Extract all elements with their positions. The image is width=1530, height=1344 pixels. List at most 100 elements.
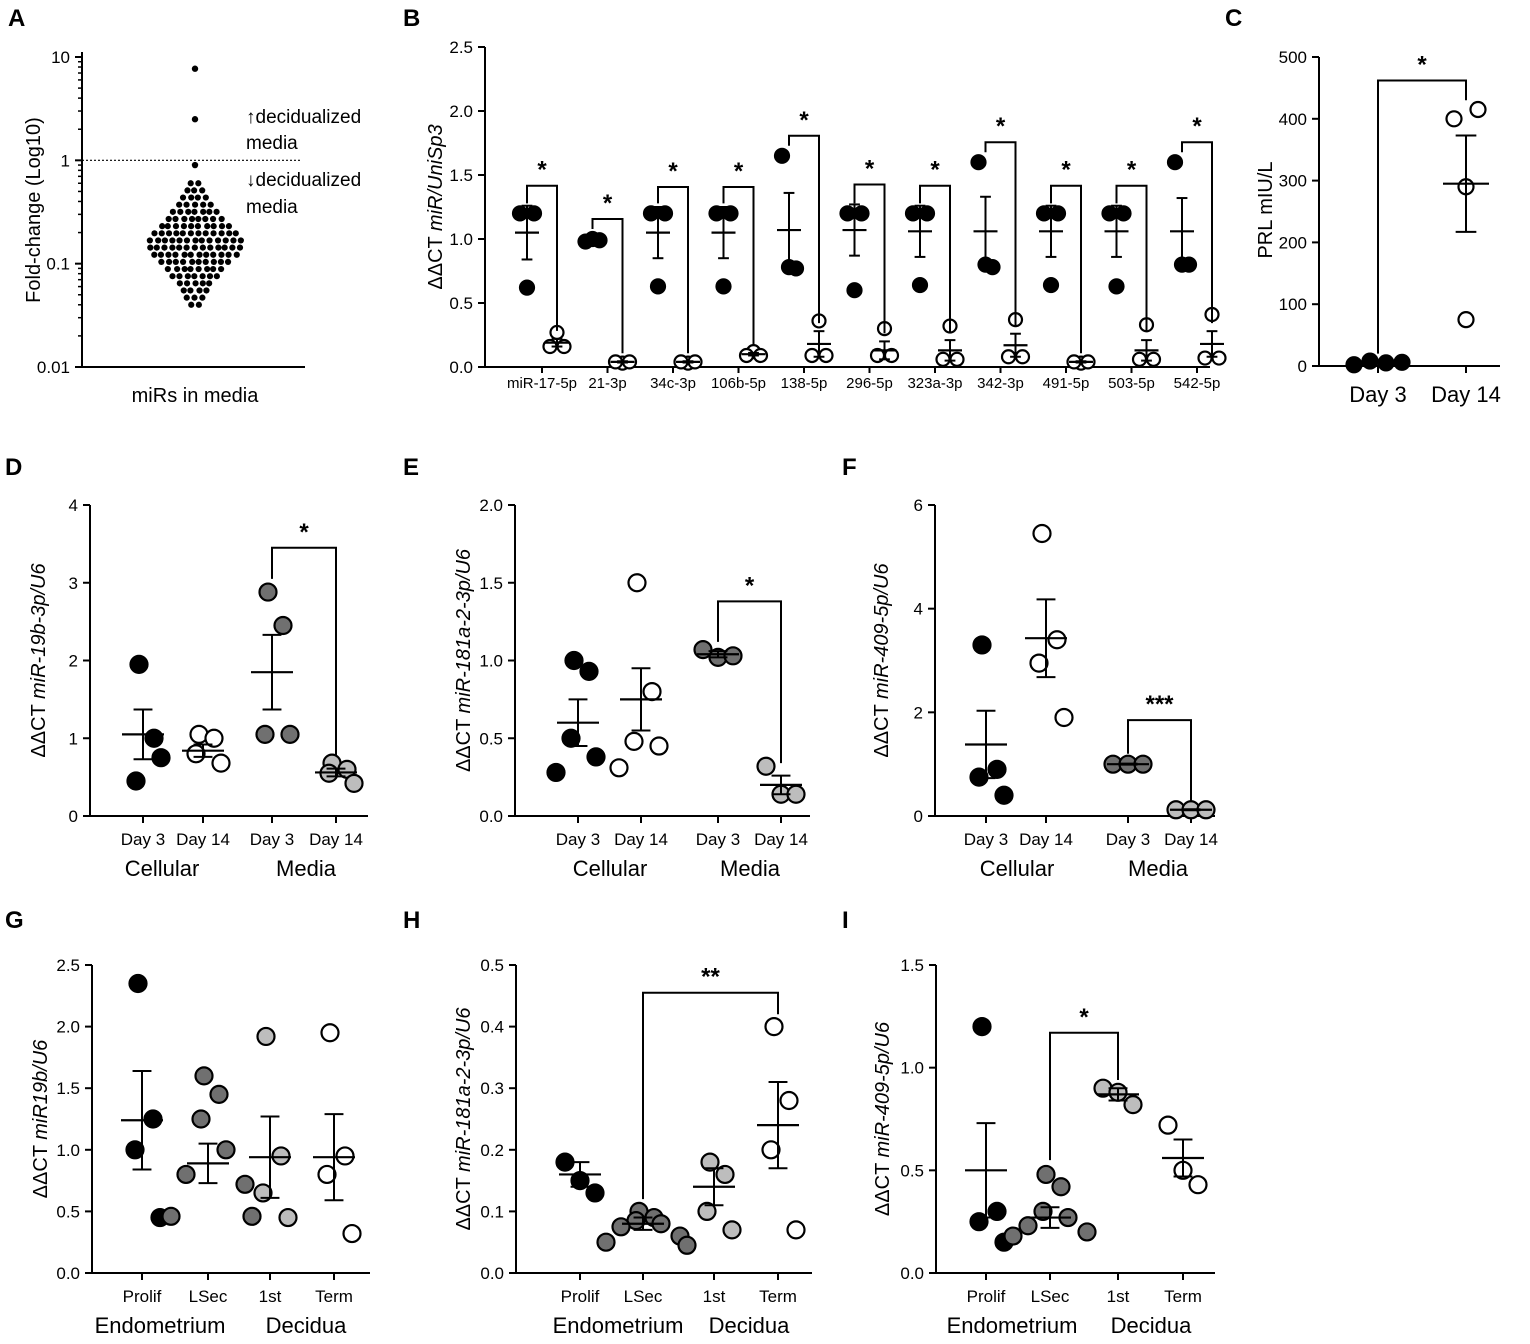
data-point	[271, 1146, 291, 1166]
data-point	[187, 265, 194, 273]
x-tick-label: 296-5p	[846, 375, 893, 392]
data-point	[199, 280, 206, 287]
data-point	[1457, 311, 1475, 329]
data-point	[596, 1232, 616, 1252]
x-tick-label: Day 14	[754, 830, 808, 849]
data-point	[198, 237, 205, 244]
data-point	[161, 244, 168, 251]
data-point	[210, 230, 217, 237]
x-tick-label: 542-5p	[1174, 375, 1221, 392]
data-point	[203, 251, 210, 258]
y-tick-label: 0.5	[56, 1202, 80, 1221]
y-axis-label: ΔΔCT miR-19b-3p/U6	[28, 563, 50, 758]
y-tick-label: 0.5	[480, 956, 504, 975]
y-tick-label: 0.0	[449, 358, 473, 377]
y-axis-label: ΔΔCT miR-409-5p/U6	[871, 563, 893, 758]
data-point	[1211, 350, 1227, 366]
data-point	[209, 215, 217, 223]
y-tick-label: 2.0	[449, 102, 473, 121]
data-point	[258, 582, 278, 602]
data-point	[147, 244, 154, 251]
data-point	[169, 273, 176, 280]
x-tick-label: 1st	[259, 1287, 282, 1306]
x-tick-label: Day 14	[1019, 830, 1073, 849]
data-point	[1047, 630, 1067, 650]
data-point	[708, 205, 725, 222]
significance-label: *	[537, 157, 547, 184]
data-point	[143, 1109, 163, 1129]
x-tick-label: Prolif	[561, 1287, 600, 1306]
data-point	[1197, 350, 1213, 366]
y-tick-label: 3	[69, 574, 78, 593]
data-point	[191, 161, 199, 169]
panel-d: D 0 1 2 3 4 ΔΔCT miR-19b-3p/U6 Day 3 Day 14 Day 3…	[5, 454, 368, 881]
data-point	[1054, 707, 1074, 728]
panel-c: C 0 100 200 300 400 500 PRL mIU/L Day 3 Day 14 *	[1225, 5, 1501, 407]
significance-bracket	[1049, 1031, 1119, 1161]
significance-label: *	[1079, 1004, 1089, 1031]
x-tick-label: miR-17-5p	[507, 375, 577, 392]
x-tick-label: Term	[759, 1287, 797, 1306]
data-point	[586, 747, 606, 767]
data-point	[1115, 205, 1132, 222]
data-point	[697, 1201, 717, 1222]
x-tick-label: Term	[1164, 1287, 1202, 1306]
data-point	[199, 187, 206, 194]
x-tick-label: Prolif	[967, 1287, 1006, 1306]
data-point	[179, 194, 187, 201]
x-tick-label: Day 3	[1349, 382, 1406, 407]
data-point	[1101, 205, 1118, 222]
y-tick-label: 0.0	[56, 1264, 80, 1283]
x-tick-label: Day 14	[176, 830, 230, 849]
data-point	[199, 244, 206, 251]
group-label: Endometrium	[947, 1313, 1078, 1338]
data-point	[853, 205, 870, 222]
y-tick-label: 0.0	[900, 1264, 924, 1283]
data-point	[199, 294, 206, 301]
y-tick-label: 0	[914, 807, 923, 826]
y-tick-label: 4	[914, 600, 923, 619]
data-point	[181, 215, 188, 223]
data-point	[173, 230, 180, 237]
data-point	[779, 1090, 799, 1111]
data-point	[187, 287, 194, 294]
y-tick-label: 1	[61, 151, 70, 170]
data-point	[1032, 523, 1052, 544]
y-tick-label: 1.5	[479, 574, 503, 593]
data-point	[1077, 1222, 1097, 1242]
data-point	[188, 194, 195, 201]
data-point	[195, 265, 202, 273]
y-tick-label: 1.0	[900, 1059, 924, 1078]
data-point	[233, 251, 240, 258]
data-point	[187, 230, 194, 237]
data-point	[151, 230, 158, 237]
data-point	[218, 251, 225, 258]
significance-label: *	[865, 155, 875, 182]
y-axis-label: Fold-change (Log10)	[23, 117, 45, 303]
data-point	[585, 1183, 605, 1203]
data-point	[970, 154, 987, 171]
panel-i: I 0.0 0.5 1.0 1.5 ΔΔCT miR-409-5p/U6 Prolif LSe…	[842, 907, 1215, 1338]
data-point	[786, 1220, 806, 1240]
group-label: Decidua	[266, 1313, 347, 1338]
data-point	[561, 728, 581, 748]
data-point	[218, 230, 225, 237]
panel-label: E	[403, 454, 419, 481]
data-point	[165, 258, 173, 265]
data-point	[904, 205, 922, 222]
data-point	[172, 258, 179, 265]
data-point	[656, 205, 674, 222]
x-tick-label: 1st	[703, 1287, 726, 1306]
y-tick-label: 10	[51, 48, 70, 67]
data-point	[764, 1016, 784, 1037]
x-tick-label: Prolif	[123, 1287, 162, 1306]
data-point	[839, 205, 856, 222]
panel-label: G	[5, 907, 24, 934]
y-tick-label: 1.5	[900, 956, 924, 975]
annotation: ↓decidualized	[246, 170, 361, 191]
data-point	[935, 351, 951, 367]
data-point	[206, 273, 214, 280]
significance-label: *	[1417, 51, 1427, 78]
data-point	[165, 215, 172, 223]
y-axis-label: PRL mIU/L	[1255, 161, 1277, 258]
